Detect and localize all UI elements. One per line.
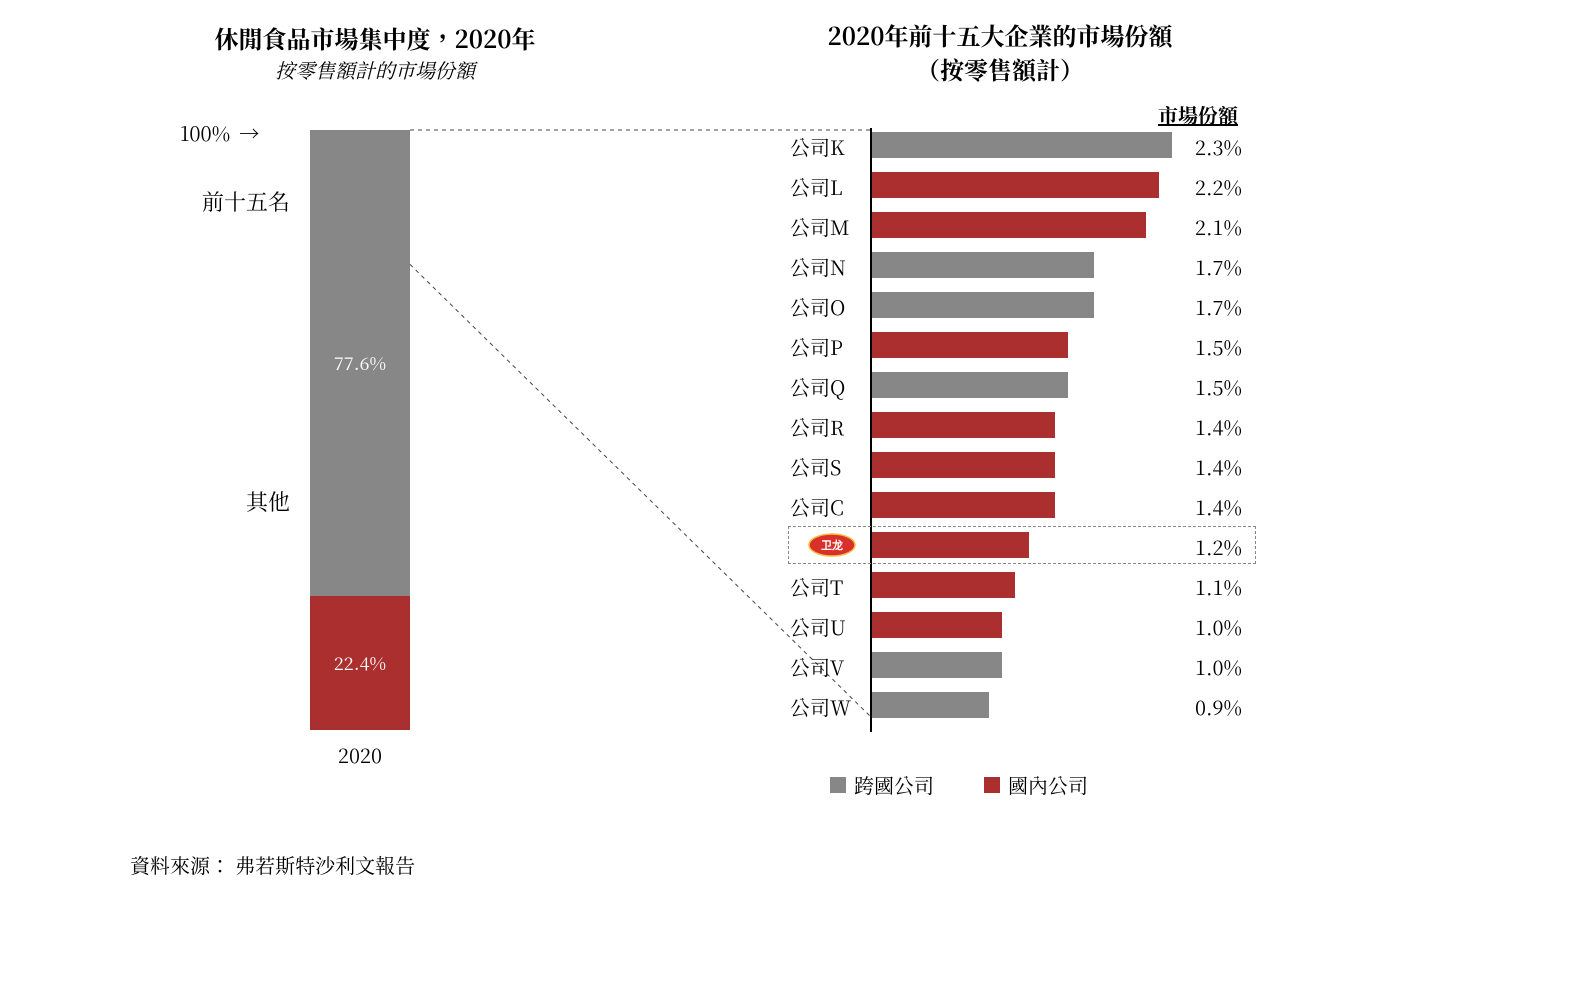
company-bar	[872, 372, 1068, 398]
company-value: 1.1%	[1195, 572, 1242, 601]
legend-item-multinational: 跨國公司	[830, 770, 934, 799]
left-chart-subtitle: 按零售額計的市場份額	[150, 55, 600, 84]
company-bar	[872, 292, 1094, 318]
legend-label-multinational: 跨國公司	[854, 770, 934, 799]
legend-swatch-multinational	[830, 777, 846, 793]
company-label: 公司O	[790, 292, 865, 321]
left-x-axis-label: 2020	[310, 740, 410, 769]
company-label: 公司L	[790, 172, 865, 201]
company-value: 1.5%	[1195, 372, 1242, 401]
segment-value-top15: 22.4%	[334, 650, 386, 676]
legend-label-domestic: 國內公司	[1008, 770, 1088, 799]
stacked-segment-top15: 22.4%	[310, 596, 410, 730]
company-label: 公司R	[790, 412, 865, 441]
company-label: 公司N	[790, 252, 865, 281]
company-value: 1.5%	[1195, 332, 1242, 361]
company-label: 公司M	[790, 212, 865, 241]
company-bar	[872, 332, 1068, 358]
company-value: 2.1%	[1195, 212, 1242, 241]
company-bar	[872, 412, 1055, 438]
company-label: 公司U	[790, 612, 865, 641]
right-title-line2: （按零售額計）	[916, 51, 1084, 86]
company-value: 1.4%	[1195, 452, 1242, 481]
chart-container: 休閒食品市場集中度，2020年 按零售額計的市場份額 100% → 22.4% 7…	[0, 0, 1596, 988]
stacked-segment-others: 77.6%	[310, 130, 410, 596]
segment-label-top15: 前十五名	[160, 186, 290, 217]
legend-swatch-domestic	[984, 777, 1000, 793]
legend-item-domestic: 國內公司	[984, 770, 1088, 799]
company-bar	[872, 132, 1172, 158]
company-bar	[872, 572, 1015, 598]
company-bar	[872, 452, 1055, 478]
company-bar	[872, 652, 1002, 678]
left-chart-title: 休閒食品市場集中度，2020年	[150, 20, 600, 55]
yaxis-100-text: 100%	[180, 118, 230, 147]
company-value: 1.0%	[1195, 652, 1242, 681]
company-bar	[872, 172, 1159, 198]
highlight-box	[788, 526, 1256, 564]
company-label: 公司K	[790, 132, 865, 161]
company-bar	[872, 212, 1146, 238]
company-value: 1.0%	[1195, 612, 1242, 641]
segment-value-others: 77.6%	[334, 350, 386, 376]
company-bar	[872, 492, 1055, 518]
company-value: 1.4%	[1195, 412, 1242, 441]
company-label: 公司P	[790, 332, 865, 361]
segment-label-others: 其他	[160, 486, 290, 517]
yaxis-100-label: 100% →	[180, 118, 259, 147]
company-label: 公司V	[790, 652, 865, 681]
company-value: 0.9%	[1195, 692, 1242, 721]
company-label: 公司T	[790, 572, 865, 601]
right-chart-title: 2020年前十五大企業的市場份額 （按零售額計）	[740, 18, 1260, 85]
company-value: 1.7%	[1195, 292, 1242, 321]
company-label: 公司C	[790, 492, 865, 521]
company-value: 2.2%	[1195, 172, 1242, 201]
company-value: 1.7%	[1195, 252, 1242, 281]
yaxis-arrow-icon: →	[239, 118, 259, 147]
company-value: 2.3%	[1195, 132, 1242, 161]
company-label: 公司W	[790, 692, 865, 721]
company-value: 1.4%	[1195, 492, 1242, 521]
company-label: 公司Q	[790, 372, 865, 401]
legend: 跨國公司 國內公司	[830, 770, 1088, 799]
company-bar	[872, 692, 989, 718]
company-bar	[872, 612, 1002, 638]
right-title-line1: 2020年前十五大企業的市場份額	[828, 17, 1173, 52]
company-bar	[872, 252, 1094, 278]
company-label: 公司S	[790, 452, 865, 481]
stacked-column: 22.4% 77.6%	[310, 130, 410, 730]
source-line: 資料來源： 弗若斯特沙利文報告	[130, 850, 415, 879]
market-share-header: 市場份額	[1158, 100, 1238, 129]
